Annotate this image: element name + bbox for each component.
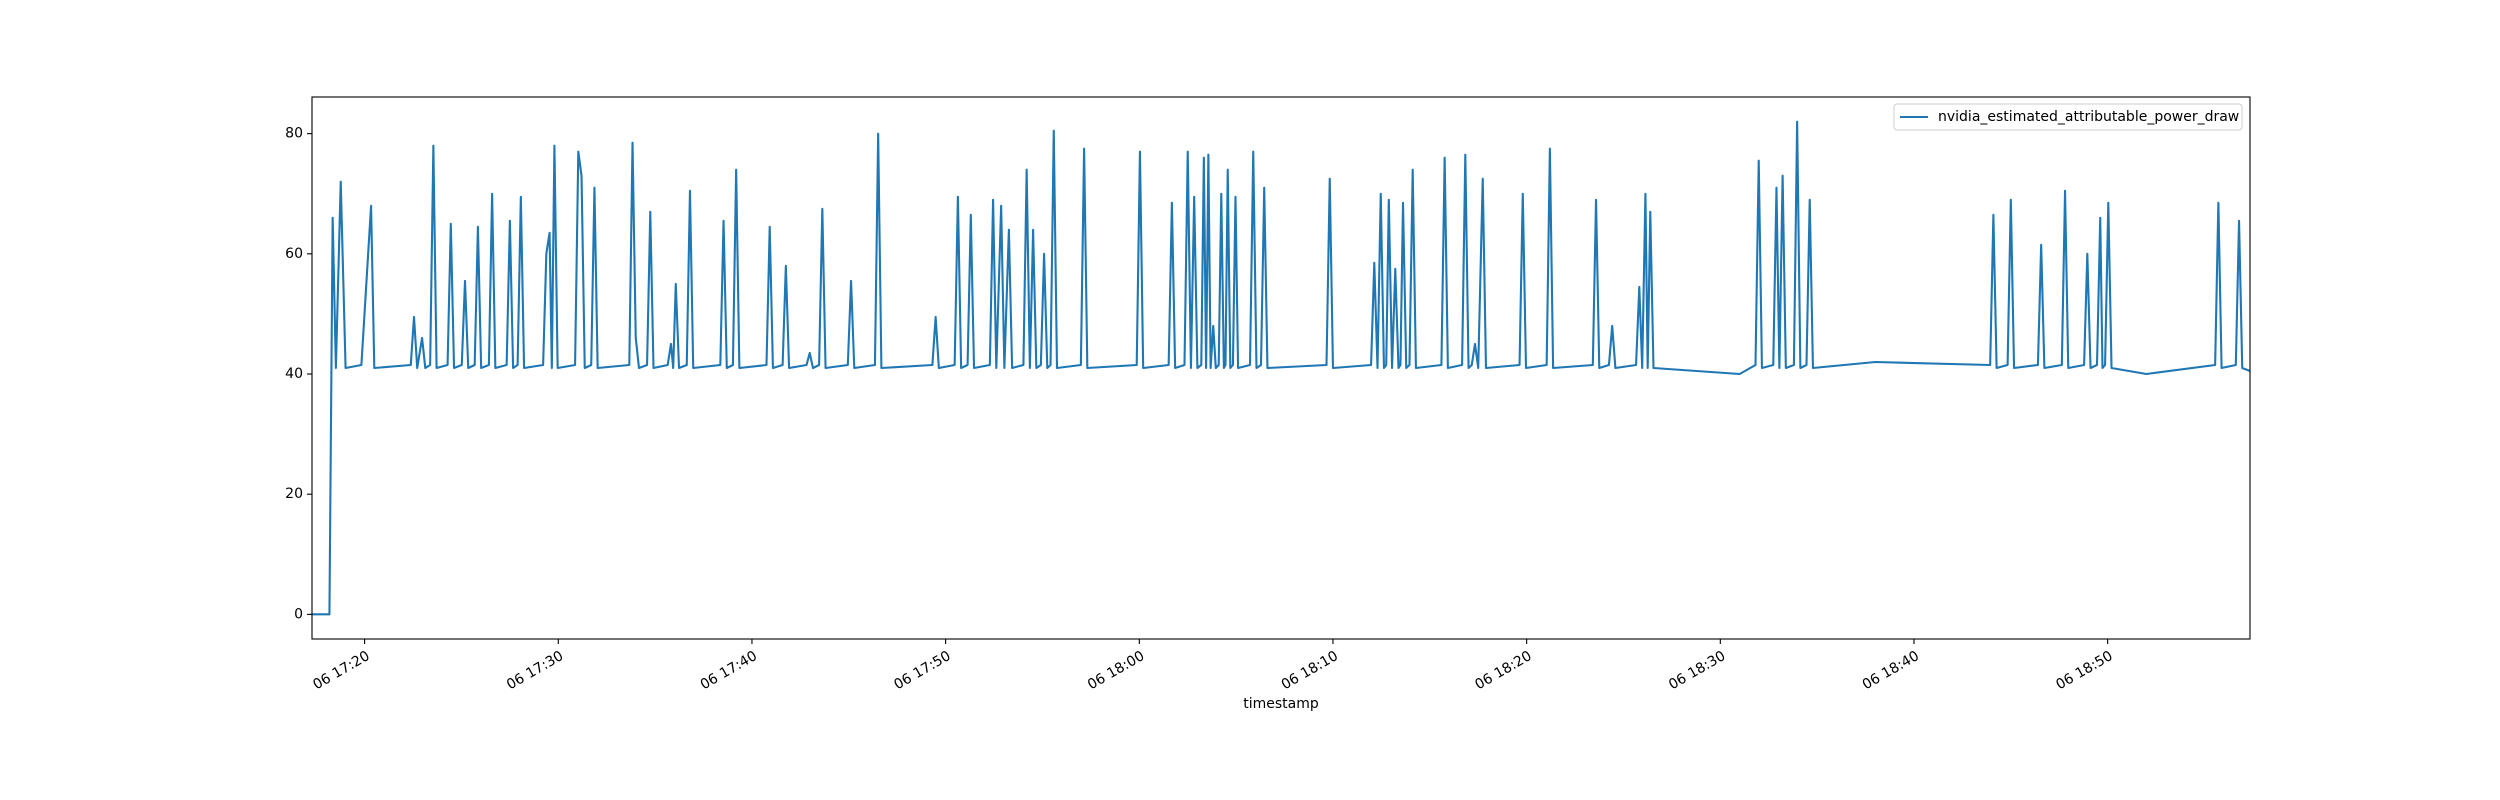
y-tick-label: 40 [285,366,303,382]
legend-label: nvidia_estimated_attributable_power_draw [1938,109,2239,125]
y-tick-label: 80 [285,126,303,142]
y-tick-label: 0 [294,606,303,622]
y-tick-label: 20 [285,486,303,502]
data-line [312,120,2251,616]
axes-frame [311,96,2251,640]
x-axis-label: timestamp [1243,696,1319,712]
y-tick-label: 60 [285,246,303,262]
legend-box [1893,103,2243,131]
